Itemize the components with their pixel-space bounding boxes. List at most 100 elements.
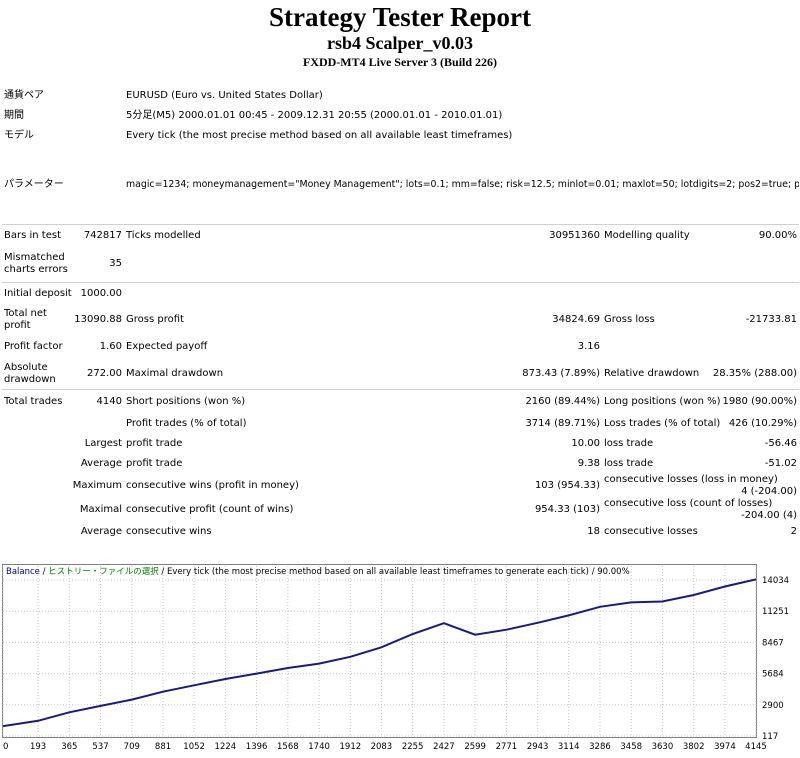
- bars-label: Bars in test: [4, 229, 61, 241]
- x-tick-label: 1912: [340, 742, 362, 752]
- row-bars: Bars in test 742817 Ticks modelled 30951…: [2, 225, 799, 247]
- x-tick-label: 0: [3, 742, 8, 752]
- mismatch-label: Mismatched charts errors: [4, 252, 68, 276]
- max-consecutive-wins-label: consecutive wins (profit in money): [126, 479, 299, 491]
- chart-grid: [2, 566, 757, 737]
- x-tick-label: 1396: [246, 742, 268, 752]
- report-title: Strategy Tester Report: [269, 2, 531, 32]
- model-label: モデル: [4, 130, 34, 141]
- gross-profit-label: Gross profit: [126, 314, 184, 325]
- maximal-drawdown-label: Maximal drawdown: [126, 367, 224, 379]
- symbol-value: EURUSD (Euro vs. United States Dollar): [126, 90, 323, 101]
- chart-legend: Balance / ヒストリー・ファイルの選択 / Every tick (th…: [6, 566, 630, 577]
- total-trades-label: Total trades: [4, 395, 63, 407]
- balance-line: [2, 578, 757, 728]
- net-profit-label: Total net profit: [4, 308, 47, 331]
- row-parameters: パラメーター magic=1234; moneymanagement="Mone…: [2, 146, 799, 224]
- profit-factor-value: 1.60: [99, 341, 122, 352]
- x-axis-labels: 0 193 365 537 709 881 1052 1224 1396 1568 1740 1912…: [3, 742, 767, 752]
- x-tick-label: 3974: [714, 742, 736, 752]
- row-maximum: Maximum consecutive wins (profit in mone…: [2, 474, 799, 498]
- period-value: 5分足(M5) 2000.01.01 00:45 - 2009.12.31 20…: [126, 110, 503, 121]
- x-tick-label: 3458: [620, 742, 642, 752]
- ticks-label: Ticks modelled: [126, 229, 201, 241]
- deposit-value: 1000.00: [80, 288, 122, 299]
- x-tick-label: 2083: [371, 742, 393, 752]
- divider: [2, 223, 800, 225]
- row-total-trades: Total trades 4140 Short positions (won %…: [2, 390, 799, 414]
- profit-factor-label: Profit factor: [4, 341, 63, 352]
- absolute-drawdown-label: Absolute drawdown: [4, 361, 56, 385]
- row-period: 期間 5分足(M5) 2000.01.01 00:45 - 2009.12.31…: [2, 106, 799, 126]
- row-mismatch: Mismatched charts errors 35: [2, 247, 799, 283]
- gross-loss-value: -21733.81: [745, 314, 798, 325]
- quality-label: Modelling quality: [604, 229, 690, 241]
- gross-profit-value: 34824.69: [552, 314, 600, 325]
- x-tick-label: 1224: [215, 742, 237, 752]
- average-loss-label: loss trade: [604, 457, 654, 469]
- y-tick-label: 11251: [762, 607, 789, 617]
- x-tick-label: 2255: [402, 742, 424, 752]
- average-consecutive-wins-label: consecutive wins: [126, 525, 212, 537]
- relative-drawdown-value: 28.35% (288.00): [712, 367, 798, 379]
- expected-payoff-label: Expected payoff: [126, 341, 208, 352]
- x-tick-label: 2427: [433, 742, 455, 752]
- largest-label: Largest: [84, 437, 122, 449]
- row-net-profit: Total net profit 13090.88 Gross profit 3…: [2, 305, 799, 335]
- maximal-consecutive-profit-value: 954.33 (103): [534, 503, 600, 515]
- maximal-drawdown-value: 873.43 (7.89%): [522, 367, 600, 379]
- x-tick-label: 3114: [558, 742, 580, 752]
- y-axis-labels: 14034 11251 8467 5684 2900 117: [762, 576, 789, 742]
- absolute-drawdown-value: 272.00: [87, 367, 122, 379]
- y-tick-label: 8467: [762, 638, 784, 648]
- average-consecutive-wins-value: 18: [587, 525, 600, 537]
- profit-trades-value: 3714 (89.71%): [525, 417, 600, 429]
- legend-details: / Every tick (the most precise method ba…: [159, 567, 630, 577]
- relative-drawdown-label: Relative drawdown: [604, 367, 700, 379]
- net-profit-value: 13090.88: [74, 314, 122, 325]
- maximal-consecutive-profit-label: consecutive profit (count of wins): [126, 503, 294, 515]
- bars-value: 742817: [83, 229, 122, 241]
- ticks-value: 30951360: [549, 229, 600, 241]
- row-profit-factor: Profit factor 1.60 Expected payoff 3.16: [2, 335, 799, 359]
- largest-loss-label: loss trade: [604, 437, 654, 449]
- row-deposit: Initial deposit 1000.00: [2, 283, 799, 305]
- row-average-consecutive: Average consecutive wins 18 consecutive …: [2, 522, 799, 542]
- largest-profit-label: profit trade: [126, 437, 183, 449]
- maximal-label: Maximal: [79, 503, 122, 515]
- period-label: 期間: [4, 110, 24, 121]
- divider: [2, 388, 800, 390]
- x-tick-label: 2943: [527, 742, 549, 752]
- y-tick-label: 5684: [762, 670, 784, 680]
- x-tick-label: 1740: [308, 742, 330, 752]
- maximal-consecutive-loss-label: consecutive loss (count of losses): [604, 497, 773, 509]
- largest-profit-value: 10.00: [571, 437, 600, 449]
- x-tick-label: 2771: [496, 742, 518, 752]
- max-consecutive-losses-label: consecutive losses (loss in money): [604, 473, 778, 485]
- largest-loss-value: -56.46: [764, 437, 798, 449]
- x-tick-label: 537: [92, 742, 108, 752]
- average-consecutive-label: Average: [80, 525, 122, 537]
- total-trades-value: 4140: [96, 395, 122, 407]
- chart-plot-frame: [2, 564, 757, 738]
- average-loss-value: -51.02: [764, 457, 798, 469]
- divider: [2, 282, 800, 283]
- max-consecutive-wins-value: 103 (954.33): [534, 479, 600, 491]
- row-model: モデル Every tick (the most precise method …: [2, 126, 799, 146]
- x-tick-label: 4145: [745, 742, 767, 752]
- x-tick-label: 3802: [683, 742, 705, 752]
- short-positions-value: 2160 (89.44%): [525, 395, 600, 407]
- y-tick-label: 2900: [762, 701, 784, 711]
- max-consecutive-losses-value: 4 (-204.00): [741, 485, 798, 497]
- x-tick-label: 709: [124, 742, 140, 752]
- legend-history: ヒストリー・ファイルの選択: [48, 566, 159, 577]
- row-symbol: 通貨ペア EURUSD (Euro vs. United States Doll…: [2, 86, 799, 106]
- average-label: Average: [80, 457, 122, 469]
- mismatch-value: 35: [109, 258, 122, 270]
- x-tick-label: 1568: [277, 742, 299, 752]
- row-maximal: Maximal consecutive profit (count of win…: [2, 498, 799, 522]
- short-positions-label: Short positions (won %): [126, 395, 246, 407]
- profit-trades-label: Profit trades (% of total): [126, 417, 247, 429]
- long-positions-value: 1980 (90.00%): [722, 395, 798, 407]
- y-tick-label: 14034: [762, 576, 789, 586]
